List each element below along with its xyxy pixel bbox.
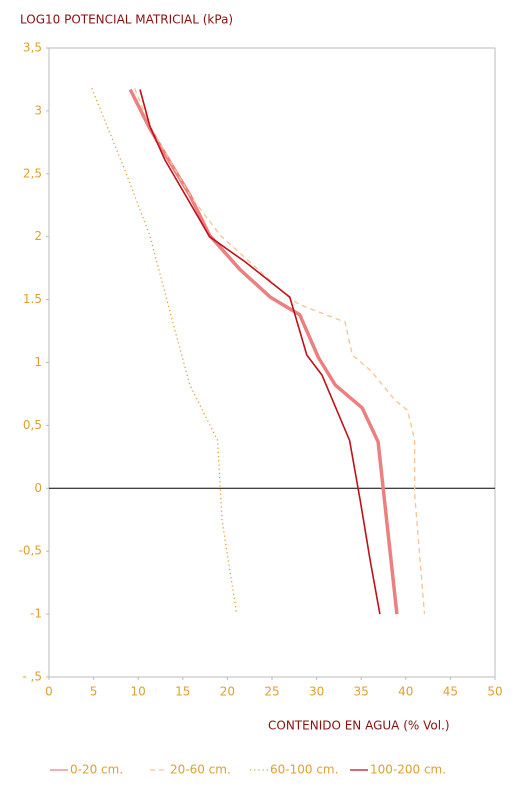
plot-frame [48,47,496,678]
x-tick-label: 5 [90,685,98,699]
x-tick-label: 50 [487,685,502,699]
legend-label: 100-200 cm. [370,763,446,777]
legend-label: 60-100 cm. [270,763,338,777]
legend-label: 20-60 cm. [170,763,231,777]
y-tick-label: - ,5 [22,670,42,684]
x-tick-label: 0 [45,685,53,699]
legend-label: 0-20 cm. [70,763,123,777]
x-tick-label: 10 [131,685,146,699]
y-tick-label: 2 [34,229,42,243]
x-tick-label: 35 [354,685,369,699]
y-tick-label: 3 [34,103,42,117]
y-tick-label: 1 [34,355,42,369]
series-line [91,88,237,612]
x-axis-label: CONTENIDO EN AGUA (% Vol.) [268,719,450,733]
series-line [128,88,399,615]
x-tick-label: 25 [264,685,279,699]
y-tick-label: 0,5 [23,418,42,432]
y-tick-label: 1.5 [23,292,42,306]
x-tick-label: 15 [175,685,190,699]
y-tick-label: 3,5 [23,41,42,55]
x-tick-label: 40 [398,685,413,699]
x-tick-label: 30 [309,685,324,699]
y-tick-label: -0,5 [19,544,42,558]
series-line [139,89,381,615]
y-tick-label: 0 [34,481,42,495]
series-line [133,88,426,615]
x-tick-label: 45 [443,685,458,699]
x-tick-label: 20 [220,685,235,699]
y-tick-label: 2,5 [23,166,42,180]
chart-title: LOG10 POTENCIAL MATRICIAL (kPa) [20,13,233,27]
y-tick-label: -1 [30,607,42,621]
